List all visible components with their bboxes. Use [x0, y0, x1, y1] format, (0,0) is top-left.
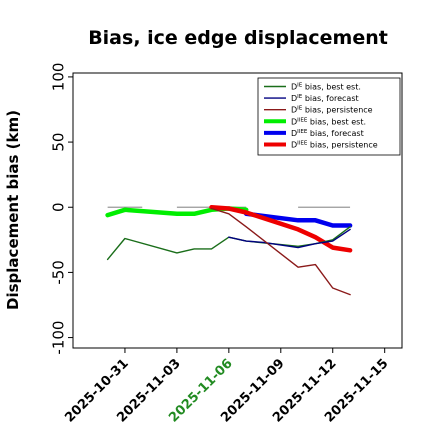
series-line-1 [228, 228, 351, 249]
y-tick-label-2: 0 [50, 202, 68, 212]
legend-box [257, 77, 401, 156]
legend-label-2: DIE bias, persistence [291, 106, 373, 115]
legend-label-3: DIIEE bias, best est. [291, 117, 366, 126]
legend: DIE bias, best est. DIE bias, forecast DIE… [257, 77, 401, 156]
y-axis: 100 50 0 -50 -100 [50, 63, 73, 355]
chart-title: Bias, ice edge displacement [88, 27, 388, 49]
series-line-5 [209, 204, 353, 253]
y-tick-label-4: -100 [50, 321, 68, 355]
y-tick-label-3: -50 [50, 260, 68, 285]
x-axis: 2025-10-312025-11-032025-11-062025-11-09… [62, 348, 392, 426]
y-tick-label-0: 100 [50, 63, 68, 92]
plot-area [72, 72, 403, 349]
series-line-2 [210, 207, 351, 296]
y-axis-label: Displacement bias (km) [4, 110, 22, 310]
series-line-4 [243, 211, 353, 228]
legend-label-0: DIE bias, best est. [291, 83, 361, 92]
legend-label-5: DIIEE bias, persistence [291, 141, 378, 150]
legend-label-1: DIE bias, forecast [291, 94, 359, 103]
legend-label-4: DIIEE bias, forecast [291, 129, 364, 138]
y-tick-label-1: 50 [50, 133, 68, 152]
series-lines [105, 204, 353, 296]
series-line-0 [106, 226, 351, 261]
